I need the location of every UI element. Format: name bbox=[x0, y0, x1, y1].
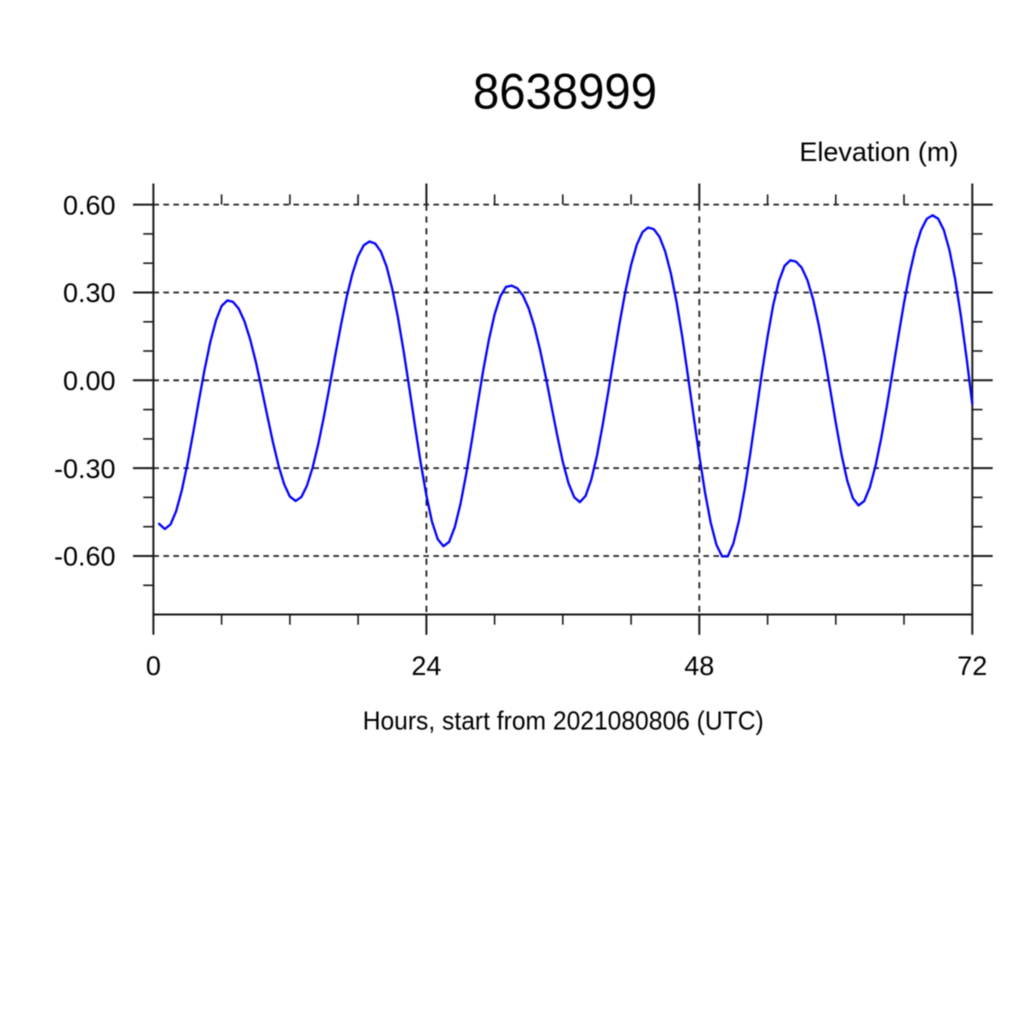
svg-text:-0.60: -0.60 bbox=[54, 542, 116, 572]
svg-text:72: 72 bbox=[957, 651, 987, 681]
svg-text:0.60: 0.60 bbox=[63, 190, 116, 220]
svg-text:0.00: 0.00 bbox=[63, 366, 116, 396]
svg-text:Hours, start from 2021080806 (: Hours, start from 2021080806 (UTC) bbox=[363, 706, 764, 736]
svg-text:-0.30: -0.30 bbox=[54, 454, 116, 484]
svg-text:0: 0 bbox=[146, 651, 161, 681]
svg-text:0.30: 0.30 bbox=[63, 278, 116, 308]
svg-text:24: 24 bbox=[411, 651, 441, 681]
svg-text:48: 48 bbox=[684, 651, 714, 681]
svg-text:Elevation (m): Elevation (m) bbox=[799, 137, 958, 167]
svg-text:8638999: 8638999 bbox=[473, 63, 657, 119]
